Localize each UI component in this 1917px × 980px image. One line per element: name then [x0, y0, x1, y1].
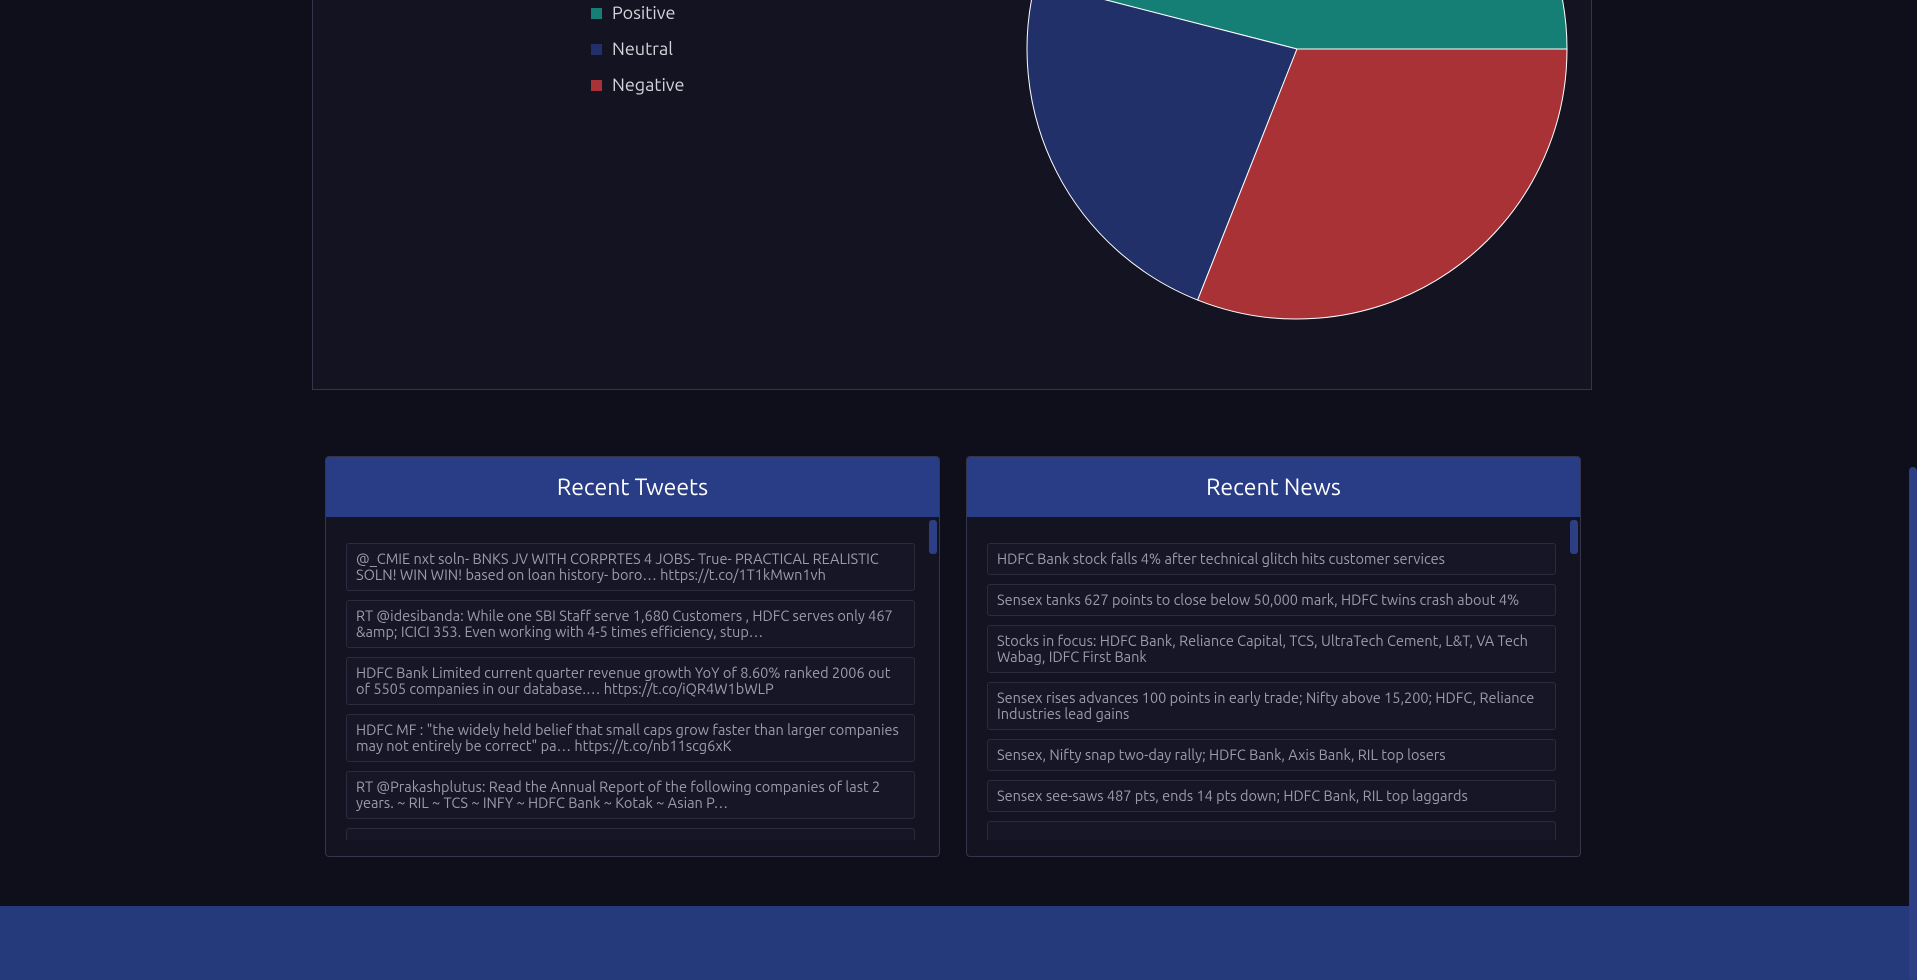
news-panel: Recent News HDFC Bank stock falls 4% aft… — [966, 456, 1581, 857]
tweet-list: @_CMIE nxt soln- BNKS JV WITH CORPRTES 4… — [346, 543, 915, 840]
legend-label: Negative — [612, 75, 685, 95]
pie-slice[interactable] — [1196, 48, 1568, 320]
pie-slice[interactable] — [1035, 0, 1568, 50]
legend-label: Positive — [612, 3, 676, 23]
list-item[interactable] — [346, 828, 915, 840]
panel-title: Recent Tweets — [326, 457, 939, 517]
legend-label: Neutral — [612, 39, 673, 59]
list-item[interactable]: Sensex see-saws 487 pts, ends 14 pts dow… — [987, 780, 1556, 812]
list-item[interactable]: HDFC Bank Limited current quarter revenu… — [346, 657, 915, 705]
list-item[interactable]: HDFC MF : "the widely held belief that s… — [346, 714, 915, 762]
list-item[interactable]: Sensex, Nifty snap two-day rally; HDFC B… — [987, 739, 1556, 771]
chart-card: Positive Neutral Negative — [312, 0, 1592, 390]
footer — [0, 906, 1917, 980]
pie-chart — [1026, 0, 1568, 320]
page-scrollbar[interactable] — [1909, 467, 1917, 980]
legend-swatch — [591, 43, 602, 55]
legend-swatch — [591, 7, 602, 19]
legend-swatch — [591, 79, 602, 91]
legend-item[interactable]: Positive — [591, 3, 675, 23]
list-item[interactable]: HDFC Bank stock falls 4% after technical… — [987, 543, 1556, 575]
list-item[interactable] — [987, 821, 1556, 840]
tweets-panel: Recent Tweets @_CMIE nxt soln- BNKS JV W… — [325, 456, 940, 857]
list-item[interactable]: Sensex tanks 627 points to close below 5… — [987, 584, 1556, 616]
panel-title: Recent News — [967, 457, 1580, 517]
legend-item[interactable]: Negative — [591, 75, 685, 95]
news-list: HDFC Bank stock falls 4% after technical… — [987, 543, 1556, 840]
list-item[interactable]: RT @idesibanda: While one SBI Staff serv… — [346, 600, 915, 648]
list-item[interactable]: @_CMIE nxt soln- BNKS JV WITH CORPRTES 4… — [346, 543, 915, 591]
list-item[interactable]: Sensex rises advances 100 points in earl… — [987, 682, 1556, 730]
list-item[interactable]: Stocks in focus: HDFC Bank, Reliance Cap… — [987, 625, 1556, 673]
legend-item[interactable]: Neutral — [591, 39, 673, 59]
scrollbar — [1570, 520, 1578, 554]
pie-slice[interactable] — [1026, 0, 1298, 301]
scrollbar — [929, 520, 937, 554]
list-item[interactable]: RT @Prakashplutus: Read the Annual Repor… — [346, 771, 915, 819]
